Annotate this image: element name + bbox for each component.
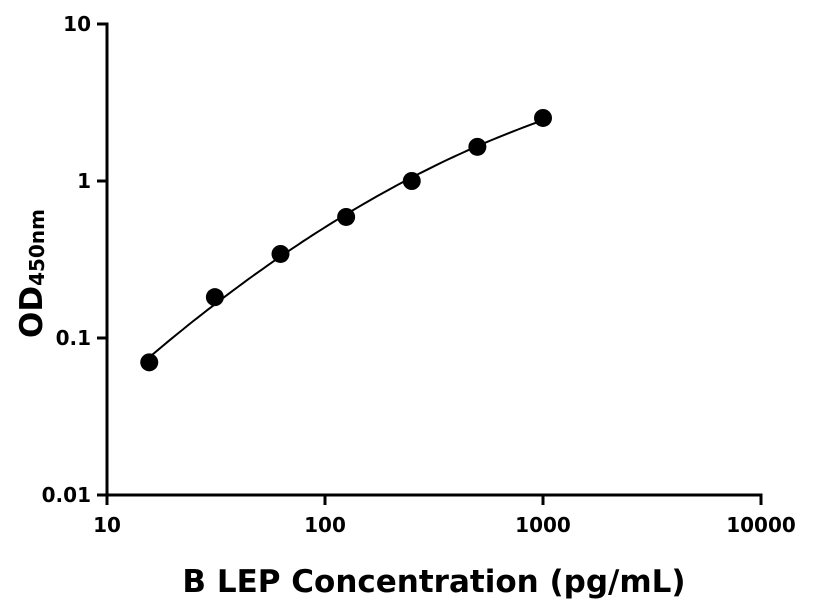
y-axis-title: OD450nm xyxy=(14,209,50,338)
y-tick-label: 1 xyxy=(77,169,91,193)
x-axis-title: B LEP Concentration (pg/mL) xyxy=(182,564,685,600)
data-points xyxy=(140,108,552,372)
data-point xyxy=(205,288,224,307)
y-axis-title-main: OD xyxy=(14,286,50,338)
x-tick-label: 10 xyxy=(93,513,121,537)
data-point xyxy=(534,108,552,127)
data-point xyxy=(402,172,421,190)
y-tick-label: 0.1 xyxy=(56,326,91,350)
x-tick-label: 100 xyxy=(304,513,346,537)
data-point xyxy=(468,137,487,156)
fit-curve xyxy=(142,119,544,364)
data-point xyxy=(140,353,159,372)
x-tick-label: 1000 xyxy=(515,513,571,537)
data-point xyxy=(271,244,290,263)
data-point xyxy=(337,207,356,226)
x-tick-label: 10000 xyxy=(726,513,796,537)
y-tick-label: 0.01 xyxy=(42,483,91,507)
axes: 10 100 1000 10000 0.01 0.1 1 10 xyxy=(42,12,796,537)
y-axis-title-subscript: 450nm xyxy=(25,209,49,286)
y-tick-label: 10 xyxy=(63,12,91,36)
fit-curve-group xyxy=(142,119,544,364)
